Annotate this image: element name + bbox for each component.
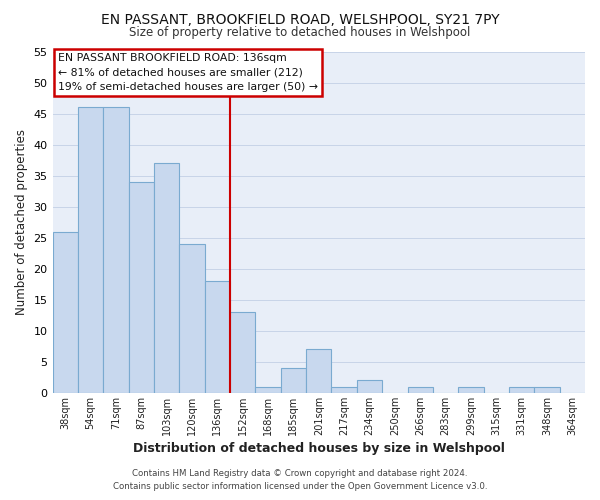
- Bar: [458, 386, 484, 393]
- Bar: [357, 380, 382, 393]
- Y-axis label: Number of detached properties: Number of detached properties: [15, 129, 28, 315]
- Text: EN PASSANT BROOKFIELD ROAD: 136sqm
← 81% of detached houses are smaller (212)
19: EN PASSANT BROOKFIELD ROAD: 136sqm ← 81%…: [58, 53, 318, 92]
- Bar: [154, 163, 179, 393]
- Bar: [179, 244, 205, 393]
- Bar: [281, 368, 306, 393]
- Text: EN PASSANT, BROOKFIELD ROAD, WELSHPOOL, SY21 7PY: EN PASSANT, BROOKFIELD ROAD, WELSHPOOL, …: [101, 12, 499, 26]
- Bar: [534, 386, 560, 393]
- Bar: [205, 281, 230, 393]
- Bar: [78, 108, 103, 393]
- Bar: [128, 182, 154, 393]
- Bar: [306, 350, 331, 393]
- Bar: [53, 232, 78, 393]
- Bar: [509, 386, 534, 393]
- Bar: [103, 108, 128, 393]
- X-axis label: Distribution of detached houses by size in Welshpool: Distribution of detached houses by size …: [133, 442, 505, 455]
- Bar: [230, 312, 256, 393]
- Bar: [407, 386, 433, 393]
- Text: Contains HM Land Registry data © Crown copyright and database right 2024.
Contai: Contains HM Land Registry data © Crown c…: [113, 470, 487, 491]
- Bar: [331, 386, 357, 393]
- Bar: [256, 386, 281, 393]
- Text: Size of property relative to detached houses in Welshpool: Size of property relative to detached ho…: [130, 26, 470, 39]
